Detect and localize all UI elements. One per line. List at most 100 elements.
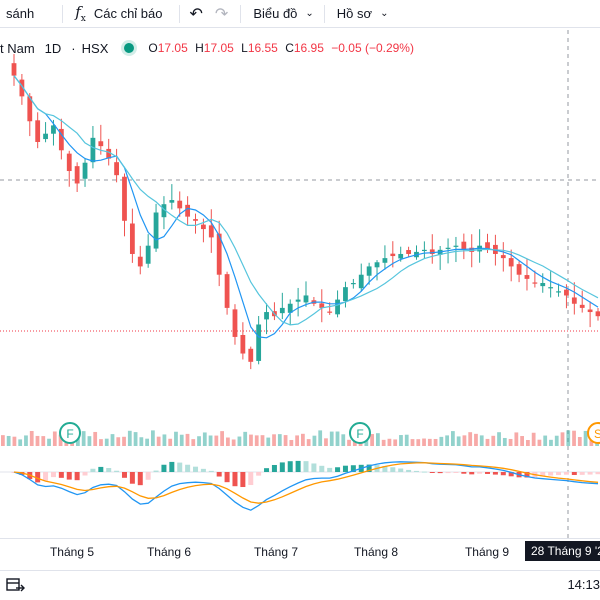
open-label: O xyxy=(148,41,158,55)
volume-bar xyxy=(208,435,213,446)
date-range-icon[interactable] xyxy=(6,576,26,594)
close-value: 16.95 xyxy=(293,41,324,55)
symbol-legend: t Nam 1D · HSX O17.05 H17.05 L16.55 C16.… xyxy=(0,38,418,58)
redo-button[interactable]: ↷ xyxy=(209,0,234,28)
volume-bar xyxy=(370,434,374,446)
macd-histogram-bar xyxy=(327,467,333,472)
volume-bar xyxy=(133,432,138,446)
toolbar-divider xyxy=(240,4,242,23)
volume-bar xyxy=(485,438,490,446)
volume-bar xyxy=(289,439,294,446)
xaxis-label: Tháng 7 xyxy=(253,545,299,559)
open-value: 17.05 xyxy=(157,41,188,55)
chart-menu-button[interactable]: Biểu đồ ⌄ xyxy=(241,0,319,28)
macd-histogram-bar xyxy=(50,472,56,478)
volume-bar xyxy=(531,432,536,446)
volume-bar xyxy=(491,435,496,446)
candle xyxy=(161,196,167,230)
candle xyxy=(295,287,301,317)
time-axis[interactable]: Tháng 5 Tháng 6 Tháng 7 Tháng 8 Tháng 9 … xyxy=(0,538,600,562)
candle xyxy=(11,53,17,86)
macd-histogram-bar xyxy=(429,472,435,473)
volume-bar xyxy=(508,438,513,446)
candle xyxy=(240,322,246,360)
top-toolbar: sánh fx Các chỉ báo ↶ ↷ Biểu đồ ⌄ Hồ sơ … xyxy=(0,0,600,28)
volume-bar xyxy=(560,432,565,446)
candle xyxy=(129,208,135,263)
volume-bar xyxy=(214,435,219,446)
volume-bar xyxy=(347,439,351,446)
volume-bar xyxy=(577,436,582,446)
volume-bar xyxy=(427,438,432,446)
macd-histogram-bar xyxy=(58,472,64,478)
interval-label[interactable]: 1D xyxy=(44,40,62,56)
macd-histogram xyxy=(11,460,600,488)
marker-f-1[interactable]: F xyxy=(59,422,81,444)
volume-bar xyxy=(416,439,421,446)
candle xyxy=(319,289,325,323)
volume-bar xyxy=(468,432,473,446)
xaxis-label: Tháng 5 xyxy=(49,545,95,559)
volume-bar xyxy=(266,437,271,446)
undo-button[interactable]: ↶ xyxy=(180,0,209,28)
volume-bar xyxy=(306,439,311,446)
volume-bar xyxy=(497,432,501,446)
candle xyxy=(421,241,427,259)
volume-bar xyxy=(185,433,190,446)
candle xyxy=(485,233,490,253)
toolbar-divider xyxy=(323,4,325,23)
marker-f-2[interactable]: F xyxy=(349,422,371,444)
candle xyxy=(27,93,33,137)
candlestick-series xyxy=(11,53,600,370)
macd-histogram-bar xyxy=(524,472,530,478)
macd-histogram-bar xyxy=(311,463,317,472)
candle xyxy=(145,234,151,268)
indicators-button[interactable]: fx Các chỉ báo xyxy=(63,0,168,28)
volume-bar xyxy=(179,434,184,446)
candle xyxy=(137,245,143,275)
macd-histogram-bar xyxy=(571,472,577,475)
marker-s[interactable]: S xyxy=(587,422,600,444)
volume-bar xyxy=(249,434,253,446)
profile-menu-label: Hồ sơ xyxy=(336,6,373,21)
symbol-name[interactable]: t Nam xyxy=(0,40,35,56)
macd-histogram-bar xyxy=(492,472,498,475)
candle xyxy=(74,162,80,192)
high-value: 17.05 xyxy=(203,41,234,55)
volume-bar xyxy=(295,435,299,446)
macd-histogram-bar xyxy=(224,472,230,483)
candle xyxy=(43,122,48,143)
candle xyxy=(587,301,593,328)
candle xyxy=(532,270,538,288)
volume-bar xyxy=(277,434,282,446)
macd-histogram-bar xyxy=(232,472,238,487)
candle xyxy=(256,316,262,365)
market-status-icon[interactable] xyxy=(124,43,135,53)
candle xyxy=(548,271,554,298)
macd-histogram-bar xyxy=(406,469,412,472)
candle xyxy=(114,148,119,183)
price-chart[interactable]: F F S xyxy=(0,0,600,538)
macd-histogram-bar xyxy=(508,472,514,477)
candle xyxy=(216,220,222,287)
volume-bar xyxy=(116,437,121,446)
candle xyxy=(579,290,585,313)
macd-histogram-bar xyxy=(413,470,419,472)
volume-bar xyxy=(393,439,398,446)
macd-histogram-bar xyxy=(453,472,459,473)
change-value: −0.05 (−0.29%) xyxy=(331,41,414,55)
volume-bar xyxy=(254,435,259,446)
macd-histogram-bar xyxy=(421,471,427,473)
volume-bar xyxy=(127,430,132,446)
candle xyxy=(516,261,522,283)
candle xyxy=(437,246,443,270)
volume-bar xyxy=(139,437,144,446)
macd-histogram-bar xyxy=(98,466,104,472)
candle xyxy=(248,346,254,370)
compare-button[interactable]: sánh xyxy=(0,0,40,28)
volume-bar xyxy=(566,430,571,446)
profile-menu-button[interactable]: Hồ sơ ⌄ xyxy=(325,0,395,28)
volume-bar xyxy=(87,436,92,446)
volume-bar xyxy=(220,431,224,446)
macd-histogram-bar xyxy=(556,472,562,476)
